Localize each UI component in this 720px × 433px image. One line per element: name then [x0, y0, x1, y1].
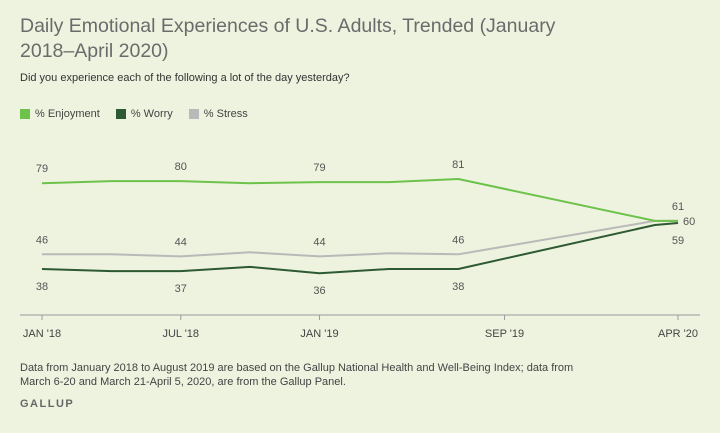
data-label-enjoyment-0: 79 — [36, 163, 48, 175]
legend-label-enjoyment: % Enjoyment — [35, 108, 100, 120]
series-line-worry — [41, 222, 679, 275]
legend-label-worry: % Worry — [130, 108, 173, 120]
data-label-worry-4: 59 — [672, 235, 684, 247]
data-label-enjoyment-2: 79 — [313, 162, 325, 174]
gallup-logo-text: GALLUP — [20, 398, 75, 410]
data-label-stress-0: 46 — [36, 234, 48, 246]
data-label-stress-3: 46 — [452, 234, 464, 246]
data-label-worry-0: 38 — [36, 281, 48, 293]
series-line-enjoyment — [41, 178, 678, 222]
legend-item-worry: % Worry — [115, 108, 173, 120]
data-label-enjoyment-3: 81 — [452, 159, 464, 171]
data-label-worry-1: 37 — [175, 283, 187, 295]
data-label-enjoyment-1: 80 — [175, 161, 187, 173]
legend: % Enjoyment % Worry % Stress — [20, 108, 248, 120]
x-tick-label-4: APR '20 — [658, 328, 698, 340]
data-label-worry-3: 38 — [452, 281, 464, 293]
data-label-worry-2: 36 — [313, 285, 325, 297]
legend-swatch-worry — [115, 109, 126, 119]
data-label-stress-4: 60 — [683, 216, 695, 228]
legend-label-stress: % Stress — [203, 108, 248, 120]
data-label-enjoyment-4: 61 — [672, 201, 684, 213]
chart-title: Daily Emotional Experiences of U.S. Adul… — [20, 15, 556, 62]
source-note: Data from January 2018 to August 2019 ar… — [20, 362, 574, 388]
data-label-stress-2: 44 — [313, 236, 325, 248]
legend-swatch-stress — [188, 109, 199, 119]
x-tick-label-0: JAN '18 — [23, 328, 61, 340]
chart-subtitle: Did you experience each of the following… — [20, 72, 350, 84]
legend-item-enjoyment: % Enjoyment — [20, 108, 100, 120]
legend-item-stress: % Stress — [188, 108, 248, 120]
x-tick-label-2: JAN '19 — [300, 328, 338, 340]
series-line-stress — [42, 219, 678, 258]
legend-swatch-enjoyment — [20, 109, 30, 119]
x-tick-label-1: JUL '18 — [162, 328, 199, 340]
x-tick-label-3: SEP '19 — [485, 328, 524, 340]
data-label-stress-1: 44 — [175, 236, 187, 248]
